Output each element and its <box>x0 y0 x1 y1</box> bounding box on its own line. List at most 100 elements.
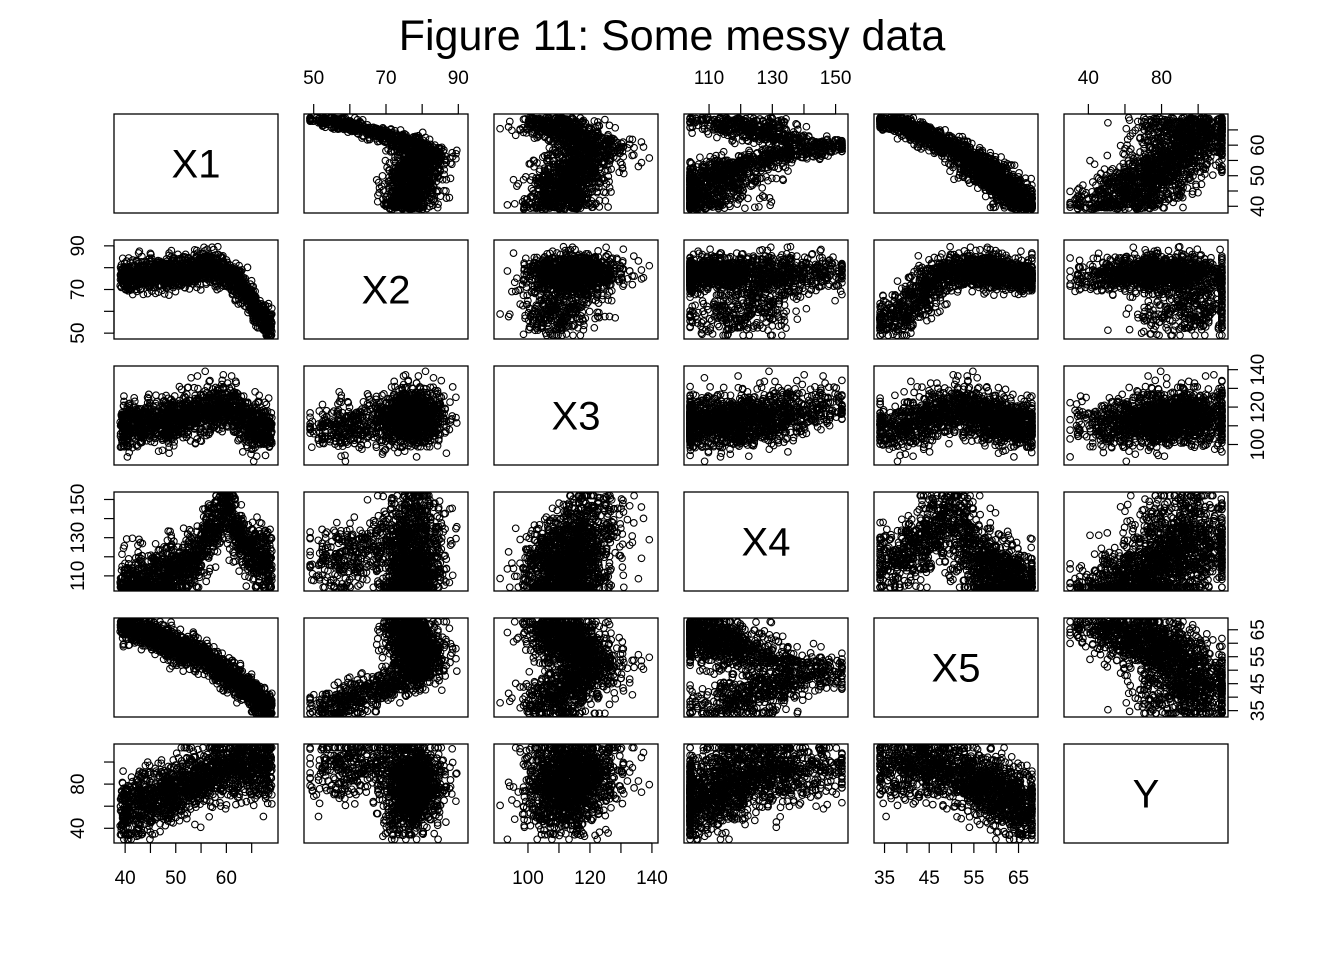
scatter-point <box>554 200 563 209</box>
scatter-point <box>782 155 791 164</box>
scatter-point <box>601 196 610 205</box>
scatter-point <box>551 121 560 129</box>
scatter-point <box>549 119 558 127</box>
scatter-point <box>431 167 440 176</box>
scatter-point <box>733 173 742 181</box>
scatter-point <box>355 123 364 132</box>
scatter-point <box>341 123 350 131</box>
scatter-point <box>539 177 548 186</box>
scatter-point <box>544 171 553 179</box>
point-cloud <box>686 114 846 213</box>
scatter-point <box>522 129 531 137</box>
scatter-point <box>776 149 785 158</box>
scatter-point <box>558 194 566 202</box>
scatter-point <box>344 125 352 133</box>
scatter-point <box>529 186 537 195</box>
scatter-point <box>686 198 694 207</box>
scatter-point <box>399 163 408 172</box>
scatter-point <box>601 115 609 124</box>
scatter-point <box>420 173 429 181</box>
scatter-point <box>728 137 736 145</box>
scatter-point <box>566 162 575 171</box>
scatter-point <box>693 116 702 125</box>
scatter-point <box>583 132 591 141</box>
scatter-point <box>805 133 813 141</box>
scatter-point <box>591 158 600 166</box>
panel-frame <box>113 113 279 214</box>
scatter-point <box>530 134 539 143</box>
scatter-point <box>597 153 606 161</box>
scatter-point <box>769 136 778 145</box>
scatter-point <box>716 162 724 171</box>
scatter-point <box>521 173 530 181</box>
scatter-point <box>634 162 643 171</box>
scatter-point <box>401 136 410 145</box>
scatter-point <box>733 126 742 134</box>
scatter-point <box>579 165 588 174</box>
scatter-point <box>581 154 590 163</box>
scatter-point <box>629 151 638 159</box>
scatter-point <box>611 123 620 132</box>
scatter-point <box>749 132 758 141</box>
scatter-point <box>555 149 563 157</box>
scatter-point <box>702 163 710 172</box>
scatter-point <box>429 201 437 210</box>
scatter-point <box>755 194 764 203</box>
scatter-point <box>578 198 586 207</box>
scatter-point <box>392 164 400 172</box>
scatter-point <box>407 187 416 195</box>
scatter-point <box>412 133 421 141</box>
scatter-point <box>440 160 448 169</box>
scatter-point <box>588 199 596 208</box>
scatter-point <box>390 203 399 211</box>
scatter-point <box>395 143 403 151</box>
scatter-point <box>607 134 616 143</box>
scatter-point <box>387 146 396 155</box>
scatter-point <box>586 201 595 209</box>
scatter-point <box>503 201 512 209</box>
scatter-point <box>712 151 720 160</box>
scatter-point <box>778 159 787 167</box>
chart-title: Figure 11: Some messy data <box>399 12 946 60</box>
scatter-point <box>838 143 846 152</box>
scatter-point <box>337 114 345 123</box>
scatter-point <box>774 123 783 132</box>
scatter-point <box>702 116 711 124</box>
scatter-point <box>749 173 758 181</box>
scatter-point <box>403 193 412 202</box>
scatter-point <box>549 193 558 202</box>
scatter-point <box>418 205 427 213</box>
scatter-point <box>700 162 709 171</box>
scatter-point <box>446 154 454 163</box>
scatter-point <box>715 114 724 123</box>
scatter-point <box>764 176 772 185</box>
scatter-point <box>719 147 728 156</box>
scatter-point <box>765 125 774 134</box>
scatter-point <box>549 126 558 134</box>
scatter-point <box>522 203 531 211</box>
scatter-point <box>769 124 778 133</box>
scatter-point <box>437 143 446 152</box>
scatter-point <box>380 200 388 209</box>
scatter-point <box>713 187 722 195</box>
scatter-point <box>619 138 627 146</box>
scatter-point <box>409 158 418 167</box>
point-cloud <box>306 114 461 213</box>
scatter-point <box>779 162 787 171</box>
scatter-point <box>766 162 775 170</box>
scatter-point <box>411 166 419 175</box>
scatter-point <box>595 196 604 205</box>
scatter-point <box>830 138 838 146</box>
scatter-point <box>816 139 824 148</box>
scatter-point <box>779 176 788 185</box>
panel-X4-vs-X1 <box>683 113 849 214</box>
scatter-point <box>708 199 717 208</box>
scatter-point <box>577 183 585 192</box>
scatter-point <box>592 132 601 140</box>
scatter-point <box>452 146 461 155</box>
scatter-point <box>404 143 413 152</box>
scatter-point <box>411 162 420 171</box>
scatter-point <box>601 140 610 149</box>
scatter-point <box>792 120 800 128</box>
scatter-point <box>558 168 566 177</box>
